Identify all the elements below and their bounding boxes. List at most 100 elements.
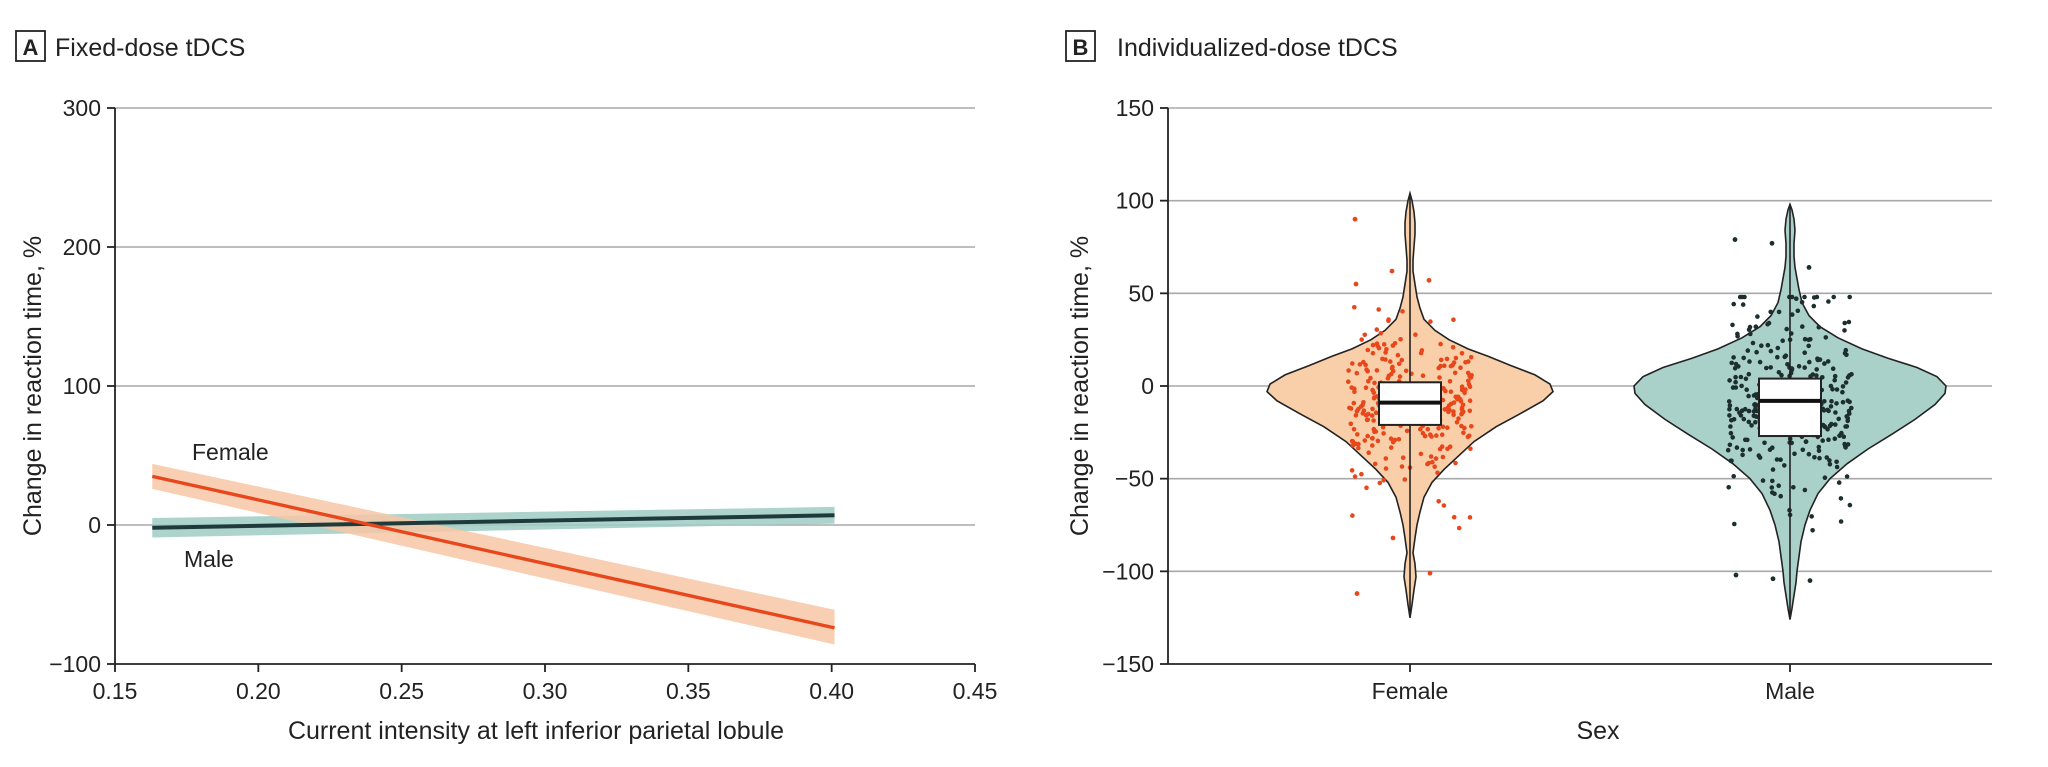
panel-b-female-point: [1456, 416, 1461, 421]
panel-b-female-point: [1351, 400, 1357, 406]
panel-b-x-tick-label: Male: [1765, 678, 1815, 704]
panel-a-male-label: Male: [184, 546, 234, 572]
panel-b-male-point: [1728, 430, 1734, 436]
panel-b-y-tick-label: 150: [1116, 95, 1154, 121]
panel-b-female-point: [1397, 374, 1403, 379]
panel-b-male-point: [1831, 294, 1836, 300]
panel-b-male-point: [1769, 485, 1775, 490]
panel-b-female-point: [1463, 387, 1468, 392]
panel-b-female-point: [1426, 460, 1431, 466]
panel-b-female-point: [1441, 503, 1447, 508]
panel-b-male-point: [1759, 343, 1764, 349]
panel-b-male-point: [1743, 376, 1749, 382]
panel-b-female-point: [1396, 437, 1402, 442]
panel-b-female-point: [1381, 342, 1387, 347]
panel-b-male-point: [1811, 303, 1817, 309]
panel-b-female-point: [1467, 408, 1473, 414]
panel-b-male-point: [1751, 413, 1757, 419]
panel-b-female-point: [1453, 394, 1458, 400]
panel-b-female-point: [1468, 375, 1474, 380]
panel-b-male-point: [1727, 407, 1732, 412]
panel-b-male-point: [1833, 410, 1838, 415]
panel-a-x-tick-label: 0.35: [666, 678, 711, 704]
panel-b-male-point: [1800, 324, 1805, 329]
panel-b-male-point: [1803, 439, 1809, 445]
panel-a-series-lines: [151, 474, 835, 630]
panel-b-male-point: [1733, 361, 1739, 367]
panel-b-female-point: [1363, 385, 1369, 391]
panel-b-female-point: [1392, 341, 1398, 346]
panel-b-female-point: [1427, 570, 1433, 576]
panel-a-title: Fixed-dose tDCS: [55, 34, 245, 62]
panel-b-male-point: [1744, 387, 1749, 393]
panel-b-male-point: [1836, 416, 1841, 422]
panel-b-male-point: [1727, 378, 1732, 383]
panel-b-male-point: [1746, 327, 1752, 333]
panel-b-male-point: [1847, 399, 1852, 405]
panel-b-female-point: [1347, 405, 1352, 411]
panel-b-male-point: [1753, 392, 1758, 397]
panel-b-female-point: [1353, 281, 1359, 287]
panel-b-male-point: [1741, 416, 1747, 422]
panel-b-male-point: [1742, 294, 1747, 300]
panel-b-male-point: [1809, 514, 1814, 519]
panel-b-male-point: [1753, 420, 1758, 425]
panel-b-female-point: [1372, 380, 1377, 386]
panel-b-female-point: [1467, 398, 1473, 404]
panel-b-female-point: [1373, 410, 1379, 416]
panel-a-letter-box: [15, 30, 46, 62]
panel-b-x-axis-title: Sex: [1576, 717, 1620, 745]
panel-b-male-point: [1740, 447, 1745, 453]
panel-b-male-point: [1775, 345, 1781, 351]
panel-a-female-label: Female: [192, 439, 269, 465]
panel-b-female-point: [1362, 332, 1368, 338]
panel-a-x-tick-label: 0.30: [523, 678, 568, 704]
panel-b-female-point: [1390, 364, 1395, 370]
panel-b-female-point: [1399, 357, 1405, 363]
panel-b-female-point: [1428, 432, 1433, 438]
panel-b-male-point: [1838, 519, 1844, 524]
panel-b-male-point: [1800, 447, 1806, 453]
panel-b-male-point: [1802, 336, 1808, 342]
panel-b-y-tick-label: −150: [1102, 651, 1154, 677]
panel-b-female-point: [1381, 431, 1386, 436]
panel-b-female-point: [1370, 350, 1376, 356]
panel-b-female-point: [1361, 359, 1366, 365]
panel-b-female-point: [1371, 426, 1377, 432]
panel-b-male-point: [1825, 427, 1830, 432]
panel-b-female-point: [1402, 477, 1408, 482]
panel-b-male-point: [1765, 342, 1771, 348]
panel-b-male-point: [1784, 326, 1789, 332]
panel-b-male-point: [1791, 485, 1796, 490]
panel-b-tick-labels: 150 100 50 0 −50 −100 −150 Female Male: [1102, 95, 1815, 704]
panel-b-female-point: [1438, 341, 1443, 347]
panel-b-male-point: [1753, 406, 1758, 411]
panel-b-female-point: [1459, 384, 1465, 390]
panel-b-female-point: [1390, 439, 1396, 445]
panel-b-male-point: [1764, 365, 1769, 371]
panel-b-male-point: [1816, 324, 1822, 330]
panel-a-x-tick-label: 0.45: [953, 678, 998, 704]
panel-b-female-point: [1430, 459, 1435, 465]
panel-b-male-point: [1833, 422, 1838, 427]
panel-b-female-point: [1352, 474, 1358, 479]
panel-b-female-point: [1354, 370, 1360, 376]
panel-b-female-point: [1451, 412, 1456, 418]
panel-b-male-point: [1727, 413, 1732, 418]
panel-b-y-tick-label: −50: [1115, 466, 1154, 492]
panel-b-male-point: [1812, 455, 1817, 460]
panel-b-female-point: [1383, 466, 1389, 471]
panel-b-female-point: [1413, 332, 1418, 338]
panel-b-male-point: [1802, 365, 1807, 370]
panel-b-female-point: [1365, 417, 1371, 423]
panel-b-female-point: [1368, 375, 1373, 381]
panel-b-male-point: [1739, 383, 1744, 389]
panel-b-female-point: [1354, 591, 1360, 596]
panel-b-male-point: [1779, 372, 1784, 378]
panel-b-male-point: [1770, 576, 1776, 582]
panel-b-male-point: [1802, 350, 1807, 356]
panel-b-female-point: [1352, 386, 1357, 392]
panel-b-female-point: [1443, 388, 1448, 394]
panel-b-female-point: [1450, 345, 1456, 350]
panel-b-male-point: [1795, 308, 1801, 314]
